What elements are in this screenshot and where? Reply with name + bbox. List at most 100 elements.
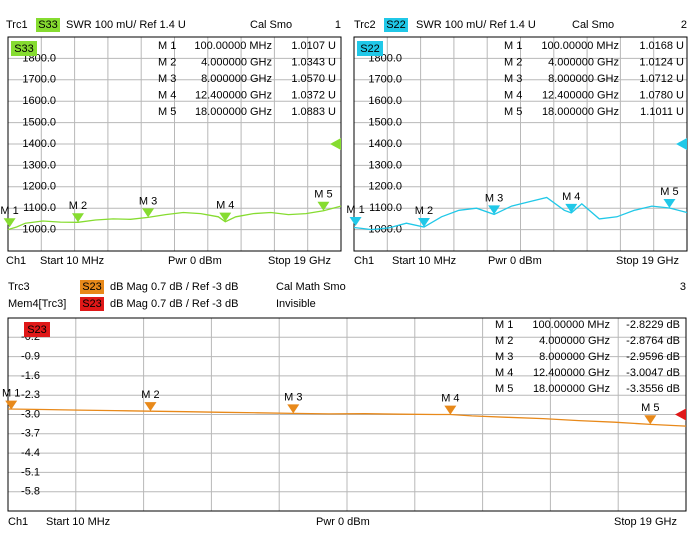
- y-tick-label: 1200.0: [22, 181, 56, 193]
- memory-name: Mem4[Trc3]: [8, 298, 66, 310]
- marker-label: M 4: [216, 200, 234, 212]
- marker-triangle: [663, 198, 676, 208]
- marker-table-value: -3.0047 dB: [626, 367, 680, 379]
- marker-triangle: [144, 402, 157, 412]
- marker-triangle: [444, 405, 457, 415]
- footer-power: Pwr 0 dBm: [168, 255, 222, 267]
- marker-table-stimulus: 12.400000 GHz: [542, 89, 619, 101]
- trace-name: Trc2: [354, 19, 376, 31]
- marker-table-value: -2.8764 dB: [626, 335, 680, 347]
- marker-label: M 2: [141, 389, 159, 401]
- footer-stop: Stop 19 GHz: [268, 255, 331, 267]
- y-tick-label: 1100.0: [23, 202, 56, 214]
- marker-table-stimulus: 100.00000 MHz: [194, 40, 272, 52]
- ref-arrow: [675, 408, 686, 421]
- marker-triangle: [417, 217, 430, 227]
- marker-table-stimulus: 100.00000 MHz: [541, 40, 619, 52]
- y-tick-label: 1700.0: [368, 74, 402, 86]
- marker-table-value: 1.0570 U: [291, 73, 336, 85]
- marker-table-value: 1.0712 U: [639, 73, 684, 85]
- marker-label: M 1: [346, 204, 364, 216]
- y-tick-label: 1400.0: [22, 138, 56, 150]
- marker-table-stimulus: 18.000000 GHz: [533, 383, 610, 395]
- marker-table-stimulus: 8.000000 GHz: [539, 351, 610, 363]
- y-tick-label: -5.1: [21, 466, 40, 478]
- marker-table-label: M 3: [158, 73, 176, 85]
- footer-start: Start 10 MHz: [40, 255, 104, 267]
- marker-table-value: -2.9596 dB: [626, 351, 680, 363]
- marker-table-label: M 4: [158, 89, 176, 101]
- y-tick-label: 1000.0: [22, 224, 56, 236]
- marker-table-value: 1.0780 U: [639, 89, 684, 101]
- trace-badge: S22: [386, 19, 406, 31]
- marker-label: M 4: [562, 191, 580, 203]
- y-tick-label: -4.4: [21, 447, 40, 459]
- plot-badge: S33: [14, 43, 34, 55]
- trace-name: Trc3: [8, 281, 30, 293]
- marker-table-stimulus: 18.000000 GHz: [542, 106, 619, 118]
- marker-triangle: [317, 201, 330, 211]
- marker-table-label: M 2: [504, 56, 522, 68]
- marker-table-value: -2.8229 dB: [626, 319, 680, 331]
- y-tick-label: -5.8: [21, 486, 40, 498]
- marker-label: M 2: [415, 205, 433, 217]
- marker-table-value: 1.0343 U: [291, 56, 336, 68]
- y-tick-label: 1600.0: [22, 95, 56, 107]
- trace-line: [353, 196, 688, 231]
- marker-table-stimulus: 12.400000 GHz: [533, 367, 610, 379]
- marker-triangle: [488, 205, 501, 215]
- marker-triangle: [71, 213, 84, 223]
- marker-table-stimulus: 8.000000 GHz: [201, 73, 272, 85]
- footer-channel: Ch1: [8, 516, 28, 528]
- marker-table-label: M 1: [504, 40, 522, 52]
- marker-table-stimulus: 100.00000 MHz: [532, 319, 610, 331]
- marker-table-value: -3.3556 dB: [626, 383, 680, 395]
- marker-table-label: M 2: [495, 335, 513, 347]
- marker-label: M 3: [284, 391, 302, 403]
- marker-table-value: 1.0124 U: [639, 56, 684, 68]
- trace-line: [7, 408, 687, 427]
- trace-badge: S33: [38, 19, 58, 31]
- memory-state: Invisible: [276, 298, 316, 310]
- y-tick-label: -0.9: [21, 351, 40, 363]
- plot-badge-bg: [357, 41, 383, 56]
- marker-triangle: [142, 208, 155, 218]
- marker-triangle: [219, 212, 232, 222]
- marker-table-value: 1.0372 U: [291, 89, 336, 101]
- y-tick-label: 1500.0: [22, 117, 56, 129]
- marker-table-label: M 1: [495, 319, 513, 331]
- trace-format: SWR 100 mU/ Ref 1.4 U: [416, 19, 536, 31]
- trace-badge-bg: [80, 280, 104, 294]
- marker-table-label: M 5: [504, 106, 522, 118]
- footer-stop: Stop 19 GHz: [616, 255, 679, 267]
- marker-triangle: [644, 415, 657, 425]
- y-tick-label: -3.7: [21, 428, 40, 440]
- footer-stop: Stop 19 GHz: [614, 516, 677, 528]
- y-tick-label: 1500.0: [368, 117, 402, 129]
- footer-power: Pwr 0 dBm: [316, 516, 370, 528]
- diagram-number: 2: [681, 19, 687, 31]
- y-tick-label: 1400.0: [368, 138, 402, 150]
- trace-badge: S23: [82, 281, 102, 293]
- plot-badge: S22: [360, 43, 380, 55]
- footer-start: Start 10 MHz: [46, 516, 110, 528]
- marker-table-label: M 4: [495, 367, 513, 379]
- memory-format: dB Mag 0.7 dB / Ref -3 dB: [110, 298, 238, 310]
- marker-label: M 1: [0, 205, 18, 217]
- marker-table-stimulus: 4.000000 GHz: [548, 56, 619, 68]
- marker-table-stimulus: 4.000000 GHz: [539, 335, 610, 347]
- marker-table-value: 1.0883 U: [291, 106, 336, 118]
- footer-power: Pwr 0 dBm: [488, 255, 542, 267]
- marker-label: M 4: [441, 393, 459, 405]
- marker-table-label: M 3: [504, 73, 522, 85]
- y-tick-label: -2.3: [21, 389, 40, 401]
- footer-start: Start 10 MHz: [392, 255, 456, 267]
- marker-table-stimulus: 12.400000 GHz: [195, 89, 272, 101]
- diagram-number: 3: [680, 281, 686, 293]
- marker-label: M 2: [69, 200, 87, 212]
- plot-badge: S23: [27, 324, 47, 336]
- marker-table-stimulus: 18.000000 GHz: [195, 106, 272, 118]
- marker-table-label: M 4: [504, 89, 522, 101]
- marker-label: M 5: [314, 189, 332, 201]
